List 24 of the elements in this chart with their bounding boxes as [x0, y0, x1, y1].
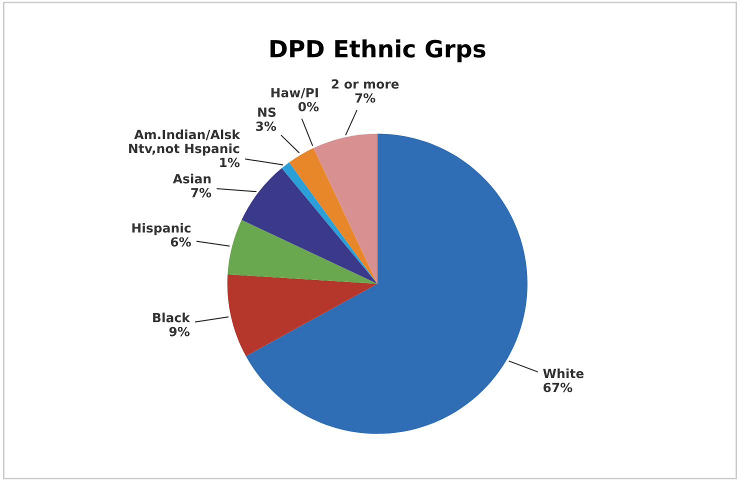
pie-slice — [289, 148, 378, 284]
slice-label: Black — [153, 312, 190, 322]
pie-slice — [227, 274, 378, 356]
data-label: 1% — [220, 158, 240, 168]
data-label: 6% — [170, 237, 191, 247]
data-label: 3% — [256, 121, 276, 131]
chart-title: DPD Ethnic Grps — [270, 39, 486, 62]
slice-label: Am.Indian/Alsk Ntv,not Hspanic — [129, 130, 240, 156]
pie-slice — [314, 134, 378, 284]
slice-label: Asian — [172, 174, 211, 184]
text: 0% — [298, 102, 319, 112]
pie-slice — [282, 162, 378, 284]
pie-slice — [228, 220, 378, 284]
data-label: 9% — [169, 326, 190, 336]
pie-slice — [242, 168, 378, 284]
category-label: Haw/PI — [271, 88, 318, 98]
data-label: 7% — [191, 188, 212, 198]
slice-label: NS — [258, 107, 276, 117]
slice-label: Hispanic — [132, 222, 191, 236]
slice-label: 2 or more — [332, 79, 399, 89]
pie-slice — [246, 134, 528, 434]
data-label: 67% — [544, 382, 572, 392]
slice-label: White — [543, 368, 584, 378]
data-label: 7% — [355, 93, 376, 103]
